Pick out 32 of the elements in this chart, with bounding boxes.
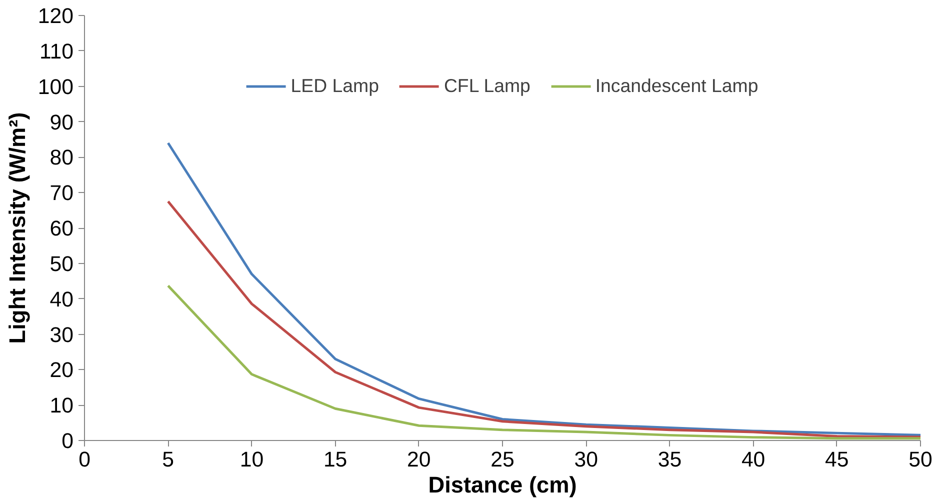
- legend-label: Incandescent Lamp: [595, 75, 758, 97]
- x-tick-label: 35: [658, 448, 682, 472]
- y-tick-label: 10: [50, 394, 74, 418]
- y-tick-label: 60: [50, 216, 74, 240]
- y-tick-label: 40: [50, 287, 74, 312]
- line-series: [166, 200, 920, 438]
- line-series: [166, 142, 920, 436]
- y-tick-label: 100: [38, 74, 74, 99]
- y-tick-label: 20: [50, 358, 74, 382]
- x-tick-label: 30: [574, 448, 598, 472]
- x-tick-label: 40: [741, 448, 766, 472]
- y-tick-label: 90: [50, 110, 74, 134]
- x-tick-label: 5: [162, 448, 174, 472]
- y-axis-title: Light Intensity (W/m²): [4, 112, 30, 344]
- x-tick-label: 25: [490, 448, 514, 472]
- x-axis-title: Distance (cm): [428, 472, 577, 498]
- x-tick-label: 45: [825, 448, 849, 472]
- y-tick-label: 50: [50, 252, 74, 276]
- y-tick-label: 120: [38, 4, 74, 28]
- y-tick-label: 70: [50, 181, 74, 206]
- x-tick-label: 10: [240, 448, 264, 472]
- x-tick-label: 50: [908, 448, 932, 472]
- x-tick-label: 15: [323, 448, 348, 472]
- y-tick-label: 110: [40, 39, 74, 64]
- legend-label: LED Lamp: [290, 75, 379, 97]
- line-series: [166, 284, 920, 440]
- legend-label: CFL Lamp: [444, 75, 530, 97]
- x-tick-label: 20: [407, 448, 431, 472]
- x-tick-label: 0: [78, 448, 91, 472]
- y-tick-label: 0: [62, 429, 74, 453]
- y-tick-label: 30: [50, 322, 74, 347]
- y-tick-label: 80: [50, 146, 74, 170]
